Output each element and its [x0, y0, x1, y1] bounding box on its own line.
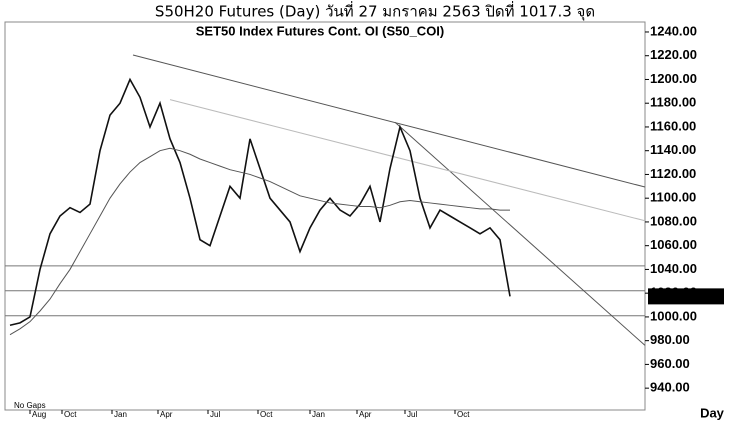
y-tick-label: 1100.00: [650, 190, 696, 205]
y-tick-label: 1080.00: [650, 213, 697, 228]
y-tick-label: 1160.00: [650, 118, 696, 133]
trend-line: [132, 54, 646, 188]
x-tick-label: Jan: [114, 410, 127, 419]
x-tick-label: Aug: [32, 410, 46, 419]
y-tick-label: 1220.00: [650, 47, 697, 62]
x-tick-label: Oct: [260, 410, 273, 419]
x-tick-label: Oct: [64, 410, 77, 419]
last-price-label: 1017.30: [652, 288, 699, 303]
y-tick-label: 980.00: [650, 332, 690, 347]
y-tick-label: 1060.00: [650, 237, 697, 252]
y-tick-label: 1180.00: [650, 95, 696, 110]
price-line: [9, 147, 510, 336]
x-tick-label: Jan: [312, 410, 325, 419]
y-tick-label: 1200.00: [650, 71, 697, 86]
y-tick-label: 940.00: [650, 380, 690, 395]
price-line: [9, 77, 511, 327]
y-tick-label: 1000.00: [650, 308, 697, 323]
x-tick-label: Jul: [407, 410, 417, 419]
trend-line: [169, 99, 646, 222]
last-price-box: [648, 288, 724, 305]
x-tick-label: Oct: [457, 410, 470, 419]
y-tick-label: 1040.00: [650, 261, 697, 276]
note: No Gaps: [14, 401, 46, 410]
header: S50H20 Futures (Day) วันที่ 27 มกราคม 25…: [155, 1, 595, 22]
y-tick-label: 1240.00: [650, 23, 697, 38]
x-tick-label: Jul: [210, 410, 220, 419]
x-tick-label: Apr: [359, 410, 372, 419]
trend-line: [394, 121, 646, 346]
x-tick-label: Apr: [160, 410, 173, 419]
x-unit: Day: [700, 405, 725, 420]
chart-title: SET50 Index Futures Cont. OI (S50_COI): [196, 23, 445, 38]
y-tick-label: 1140.00: [650, 142, 696, 157]
y-tick-label: 1120.00: [650, 166, 696, 181]
plot-frame: [4, 21, 646, 411]
y-tick-label: 960.00: [650, 356, 690, 371]
